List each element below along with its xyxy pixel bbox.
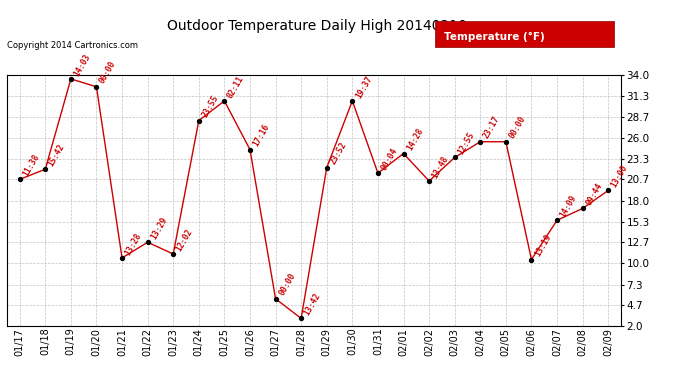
Text: 15:42: 15:42 (47, 142, 67, 168)
Text: 13:19: 13:19 (533, 232, 553, 258)
Point (40, 166, 51, 172)
Point (347, 98, 358, 104)
Point (117, 255, 128, 261)
Text: 23:52: 23:52 (328, 141, 348, 166)
Point (295, 315, 306, 321)
Point (168, 251, 179, 257)
Text: 23:17: 23:17 (482, 115, 502, 140)
Text: 13:29: 13:29 (149, 215, 169, 241)
Text: 23:55: 23:55 (200, 93, 220, 119)
Text: 00:00: 00:00 (277, 272, 297, 297)
Text: 14:28: 14:28 (405, 126, 425, 152)
Point (373, 170, 384, 176)
Point (500, 139, 511, 145)
Text: 02:11: 02:11 (226, 74, 246, 99)
Point (270, 296, 281, 302)
Text: 11:38: 11:38 (21, 152, 41, 178)
Point (602, 188, 613, 194)
Point (91, 84, 102, 90)
Text: 00:00: 00:00 (507, 115, 527, 140)
Point (526, 256, 537, 262)
Text: 13:48: 13:48 (431, 154, 451, 180)
Text: 13:42: 13:42 (302, 291, 322, 317)
Text: Copyright 2014 Cartronics.com: Copyright 2014 Cartronics.com (7, 41, 138, 50)
Text: 12:02: 12:02 (175, 227, 195, 253)
Point (142, 239, 153, 245)
Point (66, 76, 77, 82)
Point (577, 206, 588, 212)
Text: 00:00: 00:00 (98, 60, 118, 86)
Text: 13:00: 13:00 (609, 164, 629, 189)
Point (551, 217, 562, 223)
Text: 00:04: 00:04 (380, 146, 400, 172)
Point (449, 154, 460, 160)
Point (193, 117, 204, 123)
Point (322, 165, 333, 171)
Point (424, 178, 435, 184)
Point (398, 150, 409, 156)
Point (14, 176, 26, 182)
Text: 19:37: 19:37 (354, 74, 374, 99)
Point (475, 139, 486, 145)
Text: 17:16: 17:16 (251, 123, 271, 148)
Text: 13:28: 13:28 (124, 231, 144, 256)
Point (244, 147, 255, 153)
Text: 12:55: 12:55 (456, 130, 476, 156)
Text: 09:44: 09:44 (584, 182, 604, 207)
Text: 14:03: 14:03 (72, 52, 92, 78)
Text: Temperature (°F): Temperature (°F) (444, 32, 544, 42)
Text: Outdoor Temperature Daily High 20140210: Outdoor Temperature Daily High 20140210 (168, 19, 467, 33)
Text: 14:09: 14:09 (558, 193, 578, 219)
Point (219, 98, 230, 104)
